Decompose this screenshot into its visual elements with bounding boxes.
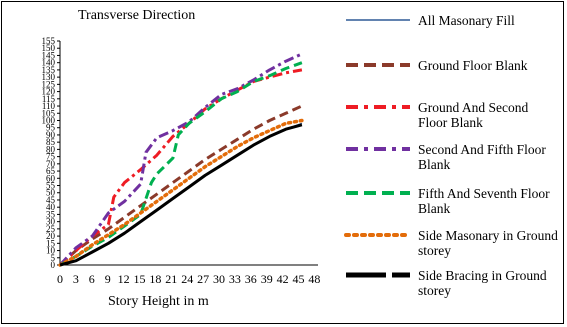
x-tick-label: 12 <box>118 272 130 286</box>
x-tick-label: 27 <box>197 272 209 286</box>
x-tick-label: 45 <box>293 272 305 286</box>
y-tick-label: 155 <box>42 36 56 46</box>
y-tick-label: 45 <box>46 195 56 205</box>
legend-label: Ground And Second Floor Blank <box>418 100 529 130</box>
series-line-5 <box>59 61 303 267</box>
legend-label: Side Masonary in Ground storey <box>418 228 558 258</box>
y-tick-label: 95 <box>46 123 56 133</box>
legend-swatch <box>346 63 410 67</box>
legend-swatch <box>346 272 410 278</box>
legend-swatch <box>346 19 410 21</box>
y-tick-label: 145 <box>42 50 56 60</box>
y-tick-label: 135 <box>42 65 56 75</box>
y-tick-label: 140 <box>42 58 56 68</box>
x-tick-label: 6 <box>89 272 95 286</box>
x-tick-label: 33 <box>229 272 241 286</box>
y-tick-label: 0 <box>51 260 56 270</box>
y-tick-label: 70 <box>46 159 56 169</box>
legend-label: Fifth And Seventh Floor Blank <box>418 186 550 216</box>
y-tick-label: 40 <box>46 202 56 212</box>
y-tick-label: 20 <box>46 231 56 241</box>
x-tick-label: 21 <box>165 272 177 286</box>
y-tick-label: 75 <box>46 152 56 162</box>
legend-label: Side Bracing in Ground storey <box>418 268 547 298</box>
legend-swatch <box>346 105 410 109</box>
y-tick-label: 65 <box>46 166 56 176</box>
y-tick-label: 105 <box>42 108 56 118</box>
legend-label: Ground Floor Blank <box>418 58 528 73</box>
x-tick-label: 48 <box>308 272 320 286</box>
legend: All Masonary Fill Ground Floor Blank Groun… <box>340 10 560 320</box>
y-tick-label: 10 <box>46 246 56 256</box>
series-line-6 <box>58 118 304 267</box>
x-tick-label: 0 <box>57 272 63 286</box>
x-tick-label: 42 <box>277 272 289 286</box>
x-tick-label: 24 <box>181 272 193 286</box>
y-tick-label: 55 <box>46 181 56 191</box>
y-tick-label: 85 <box>46 137 56 147</box>
legend-swatch <box>344 233 412 237</box>
x-tick-label: 3 <box>73 272 79 286</box>
legend-swatch <box>346 147 410 151</box>
y-tick-label: 30 <box>46 217 56 227</box>
x-axis-title: Story Height in m <box>108 294 209 309</box>
y-tick-label: 100 <box>42 115 56 125</box>
x-tick-label: 18 <box>149 272 161 286</box>
y-tick-label: 120 <box>42 87 56 97</box>
y-tick-label: 5 <box>51 253 56 263</box>
y-tick-label: 60 <box>46 173 56 183</box>
y-tick-label: 130 <box>42 72 56 82</box>
x-tick-label: 9 <box>105 272 111 286</box>
legend-swatch <box>346 191 410 195</box>
x-tick-label: 36 <box>245 272 257 286</box>
x-tick-label: 30 <box>213 272 225 286</box>
y-tick-label: 80 <box>46 144 56 154</box>
y-tick-label: 150 <box>42 43 56 53</box>
x-tick-label: 15 <box>134 272 146 286</box>
y-tick-label: 115 <box>42 94 56 104</box>
y-tick-label: 110 <box>42 101 56 111</box>
series-line-7 <box>59 123 303 267</box>
y-tick-label: 125 <box>42 79 56 89</box>
series-line-4 <box>58 52 303 267</box>
y-tick-label: 50 <box>46 188 56 198</box>
y-tick-label: 35 <box>46 209 56 219</box>
y-tick-label: 90 <box>46 130 56 140</box>
x-tick-label: 39 <box>261 272 273 286</box>
series-line-2 <box>58 104 303 267</box>
chart-title: Transverse Direction <box>78 8 196 23</box>
legend-label: All Masonary Fill <box>418 13 515 28</box>
legend-label: Second And Fifth Floor Blank <box>418 142 546 172</box>
y-tick-label: 15 <box>46 238 56 248</box>
y-tick-label: 25 <box>46 224 56 234</box>
